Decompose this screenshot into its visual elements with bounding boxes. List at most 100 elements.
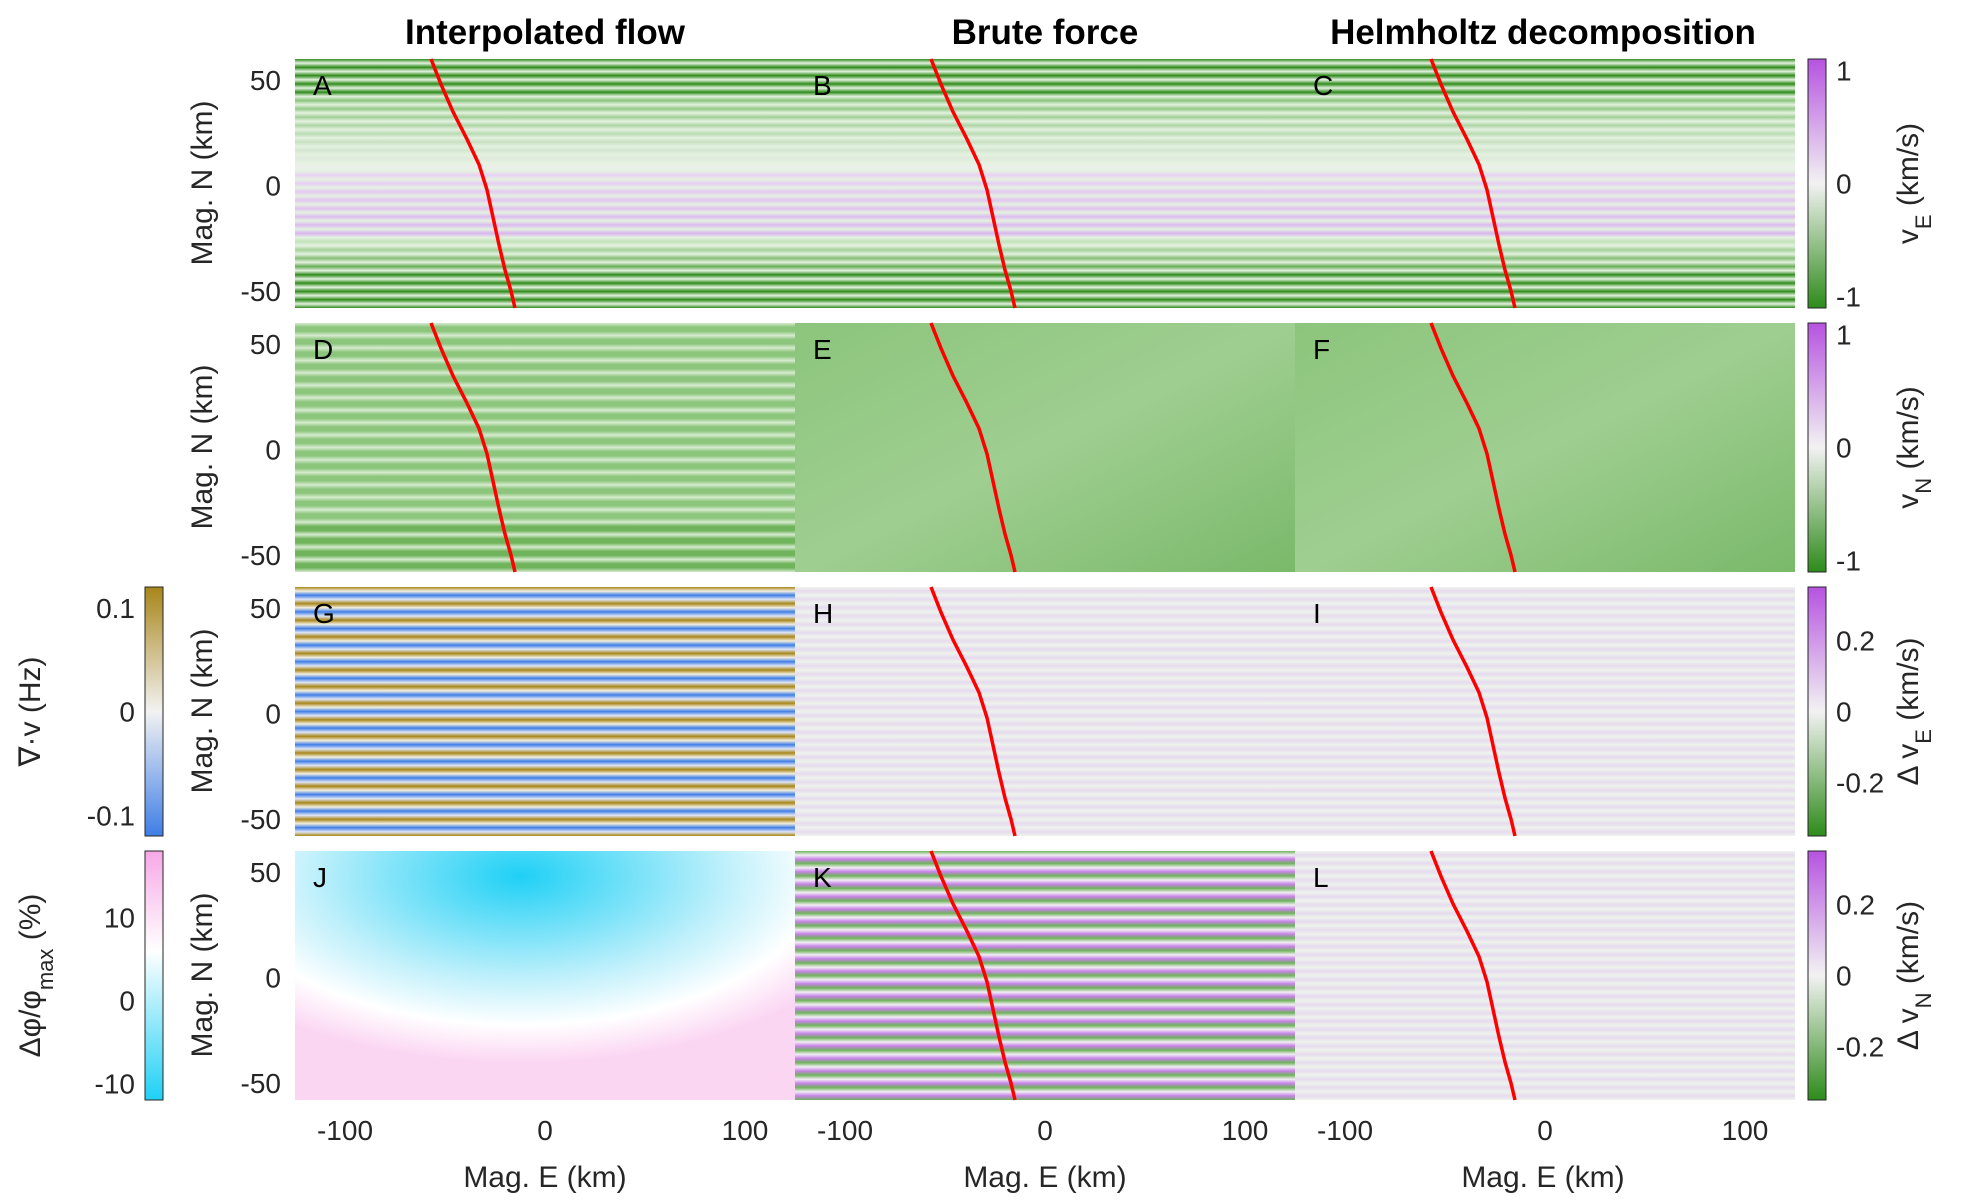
x-tick-1-1: 0: [537, 1115, 553, 1146]
colorbar-right-2: 1 0 -1 vN (km/s): [1807, 319, 1936, 577]
colorbar-right-2-tick-1: 0: [1836, 433, 1852, 464]
colorbar-right-3-label: Δ vE (km/s): [1892, 637, 1936, 785]
y-axis-label-row2: Mag. N (km): [186, 365, 219, 530]
track-line-D: [429, 322, 517, 573]
heatmap-L: [1295, 851, 1795, 1100]
panel-G: G 50 0 -50: [241, 587, 795, 836]
track-line-B: [929, 58, 1017, 309]
colorbars: 10-1vE (km/s)10-1vN (km/s)0.20-0.2 Δ vE (…: [14, 55, 1936, 1101]
panel-letter-E: E: [813, 334, 832, 365]
colorbar-right-4-label-main: Δ v: [1892, 1008, 1925, 1050]
panel-grid: A 50 0 -50 B C D 50 0 -50 E F G 50 0 -50 H I J 50 0 -50 -100 0 1…: [241, 58, 1795, 1146]
panel-letter-L: L: [1313, 862, 1329, 893]
heatmap-J: [295, 851, 795, 1100]
y-tick-2-2: -50: [241, 540, 281, 571]
panel-H: H: [795, 586, 1295, 837]
panel-B: B: [795, 58, 1295, 309]
y-tick-3-2: -50: [241, 804, 281, 835]
colorbar-right-3-label-main: Δ v: [1892, 744, 1925, 786]
colorbar-right-1-label: vE (km/s): [1892, 123, 1936, 244]
colorbar-right-3-label-unit: (km/s): [1892, 637, 1925, 729]
colorbar-right-3-label-sub: E: [1911, 729, 1936, 744]
y-axis-label-row3: Mag. N (km): [186, 629, 219, 794]
x-tick-3-0: -100: [1317, 1115, 1373, 1146]
heatmap-E: [795, 323, 1295, 572]
colorbar-left-2-tick-0: 10: [104, 902, 135, 933]
track-line-K: [929, 850, 1017, 1101]
panel-letter-D: D: [313, 334, 333, 365]
colorbar-right-1-label-unit: (km/s): [1892, 123, 1925, 215]
y-axis-label-row4: Mag. N (km): [186, 893, 219, 1058]
colorbar-left-1-tick-1: 0: [119, 697, 135, 728]
colorbar-right-2-tick-2: -1: [1836, 546, 1861, 577]
x-tick-2-1: 0: [1037, 1115, 1053, 1146]
colorbar-right-3-tick-1: 0: [1836, 697, 1852, 728]
column-title-interpolated: Interpolated flow: [405, 13, 686, 52]
colorbar-right-3-bar: [1807, 586, 1827, 837]
panel-letter-H: H: [813, 598, 833, 629]
y-axis-label-row1: Mag. N (km): [186, 101, 219, 266]
colorbar-right-1: 1 0 -1 vE (km/s): [1807, 55, 1936, 313]
track-line-C: [1429, 58, 1517, 309]
colorbar-right-1-bar: [1807, 58, 1827, 309]
colorbar-right-4-label-unit: (km/s): [1892, 901, 1925, 993]
track-line-E: [929, 322, 1017, 573]
y-tick-4-2: -50: [241, 1068, 281, 1099]
y-tick-2-0: 50: [250, 329, 281, 360]
panel-letter-F: F: [1313, 334, 1330, 365]
x-tick-2-2: 100: [1222, 1115, 1269, 1146]
y-tick-3-1: 0: [265, 699, 281, 730]
x-tick-3-1: 0: [1537, 1115, 1553, 1146]
heatmap-K: [795, 851, 1295, 1100]
panel-C: C: [1295, 58, 1795, 309]
colorbar-right-3-tick-0: 0.2: [1836, 625, 1875, 656]
colorbar-left-1: 0.1 0 -0.1 ∇·v (Hz): [14, 586, 164, 837]
track-line-I: [1429, 586, 1517, 837]
colorbar-right-4-label: Δ vN (km/s): [1892, 901, 1936, 1050]
x-axis-label-col1: Mag. E (km): [463, 1161, 626, 1194]
colorbar-right-4-tick-2: -0.2: [1836, 1032, 1884, 1063]
panel-J: J 50 0 -50 -100 0 100: [241, 851, 795, 1146]
colorbar-right-3: 0.2 0 -0.2 Δ vE (km/s): [1807, 586, 1936, 837]
heatmap-F: [1295, 323, 1795, 572]
colorbar-left-2: 10 0 -10 Δφ/φmax (%): [14, 850, 164, 1101]
heatmap-C: [1295, 59, 1795, 308]
column-title-brute-force: Brute force: [952, 13, 1139, 52]
track-line-L: [1429, 850, 1517, 1101]
y-tick-1-1: 0: [265, 171, 281, 202]
heatmap-D: [295, 323, 795, 572]
x-tick-2-0: -100: [817, 1115, 873, 1146]
heatmap-H: [795, 587, 1295, 836]
colorbar-right-2-label: vN (km/s): [1892, 386, 1936, 509]
colorbar-left-2-bar: [144, 850, 164, 1101]
colorbar-right-1-tick-1: 0: [1836, 169, 1852, 200]
colorbar-left-2-label: Δφ/φmax (%): [14, 894, 58, 1058]
heatmap-I: [1295, 587, 1795, 836]
colorbar-right-2-label-unit: (km/s): [1892, 386, 1925, 478]
y-tick-2-1: 0: [265, 435, 281, 466]
heatmap-B: [795, 59, 1295, 308]
colorbar-left-2-tick-1: 0: [119, 985, 135, 1016]
panel-letter-C: C: [1313, 70, 1333, 101]
colorbar-left-2-label-unit: (%): [14, 894, 47, 949]
colorbar-left-1-bar: [144, 586, 164, 837]
y-tick-4-1: 0: [265, 963, 281, 994]
x-tick-3-2: 100: [1722, 1115, 1769, 1146]
y-tick-1-0: 50: [250, 65, 281, 96]
colorbar-right-2-tick-0: 1: [1836, 319, 1852, 350]
x-tick-1-2: 100: [722, 1115, 769, 1146]
colorbar-left-2-label-sub: max: [33, 949, 58, 991]
colorbar-right-1-label-sub: E: [1911, 214, 1936, 229]
colorbar-right-2-label-sub: N: [1911, 478, 1936, 494]
panel-letter-I: I: [1313, 598, 1321, 629]
colorbar-right-2-bar: [1807, 322, 1827, 573]
colorbar-right-4-label-sub: N: [1911, 993, 1936, 1009]
panel-letter-G: G: [313, 598, 335, 629]
panel-L: L -100 0 100: [1295, 850, 1795, 1146]
colorbar-right-4: 0.2 0 -0.2 Δ vN (km/s): [1807, 850, 1936, 1101]
x-axis-label-col3: Mag. E (km): [1461, 1161, 1624, 1194]
colorbar-left-1-tick-0: 0.1: [96, 593, 135, 624]
panel-A: A 50 0 -50: [241, 58, 795, 309]
colorbar-right-1-tick-2: -1: [1836, 282, 1861, 313]
